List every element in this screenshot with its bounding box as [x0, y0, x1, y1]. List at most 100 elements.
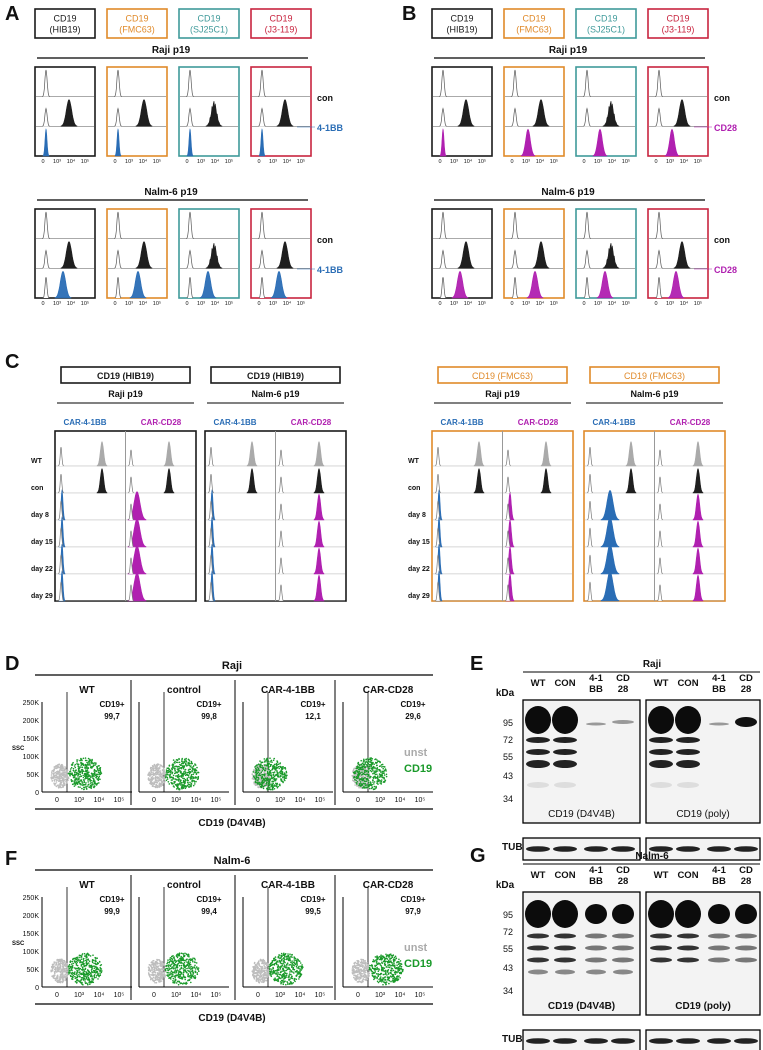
group-title: Nalm-6 p19: [144, 187, 198, 198]
unstained-event: [159, 968, 161, 970]
cd19-event: [78, 980, 81, 983]
cd19-event: [176, 788, 178, 790]
car-peak: [42, 128, 50, 157]
y-axis-label: SSC: [12, 746, 25, 752]
cd19-event: [298, 965, 300, 968]
cd19-event: [186, 967, 188, 970]
unstained-event: [258, 786, 261, 788]
unstained-event: [263, 964, 265, 967]
unstained-event: [56, 772, 58, 775]
cd19-event: [83, 952, 86, 955]
cd19-event: [174, 762, 176, 764]
cd19-event: [267, 768, 270, 770]
c-iso-peak: [435, 474, 441, 494]
c-iso-peak: [278, 476, 284, 494]
cd19-event: [367, 780, 370, 782]
unstained-event: [55, 971, 58, 973]
cd19-event: [260, 771, 263, 774]
cd19-event: [296, 964, 298, 966]
cd19-event: [262, 787, 265, 790]
cd19-event: [283, 953, 285, 956]
cd19-event: [71, 973, 73, 975]
cd19-event: [182, 767, 185, 770]
cd19-event: [99, 778, 101, 781]
cd19-event: [74, 975, 76, 978]
cd19-event: [81, 953, 84, 955]
cd19-event: [71, 971, 74, 974]
cd19-event: [88, 960, 91, 962]
c-iso-peak: [58, 501, 64, 521]
cd19-event: [271, 788, 273, 791]
cd19-event: [261, 767, 264, 769]
cd19-event: [178, 952, 181, 954]
unstained-event: [67, 776, 69, 779]
cd19-event: [168, 977, 170, 979]
cd19-event: [171, 772, 173, 775]
cd19-event: [370, 759, 373, 762]
unstained-event: [267, 963, 270, 966]
c-row-label: con: [31, 485, 43, 492]
cd19-event: [256, 766, 259, 769]
c-header: CD19 (FMC63): [624, 371, 685, 381]
cd19-event: [169, 769, 172, 772]
cd19-event: [75, 956, 78, 959]
c-header-box: [589, 366, 720, 384]
hist-tick: 10⁴: [139, 158, 148, 165]
cd19-event: [283, 980, 286, 983]
hist-tick: 10³: [666, 159, 674, 165]
unstained-event: [62, 774, 65, 776]
cd19-event: [271, 960, 274, 962]
c-car-peak: [600, 570, 620, 602]
cd19-event: [364, 774, 367, 776]
cd19-event: [175, 771, 178, 773]
unstained-event: [57, 784, 59, 786]
cd19-event: [294, 977, 296, 980]
cd19-event: [258, 774, 261, 776]
cd19-event: [260, 777, 263, 780]
cd19-event: [95, 963, 97, 966]
cd19-event: [376, 782, 378, 784]
unstained-event: [164, 771, 167, 774]
cd19-event: [360, 778, 362, 781]
cd19-event: [372, 781, 374, 783]
positive-peak-con: [135, 99, 153, 127]
c-row-label: day 29: [408, 593, 430, 600]
cd19-event: [274, 778, 277, 780]
unstained-event: [63, 782, 65, 784]
cd19-event: [71, 963, 73, 965]
cd19-event: [78, 771, 81, 774]
hist-tick: 10³: [53, 301, 61, 307]
cd19-event: [191, 959, 194, 961]
hist-tick: 10³: [594, 159, 602, 165]
unstained-event: [158, 974, 160, 977]
cd19-event: [96, 783, 98, 786]
cd19-event: [360, 759, 363, 762]
c-car-peak: [313, 574, 325, 602]
cd19-event: [366, 761, 368, 764]
unstained-peak: [186, 249, 194, 269]
cd19-event: [175, 955, 178, 957]
cd19-event: [276, 774, 278, 776]
hist-tick: 10³: [450, 301, 458, 307]
unstained-event: [52, 775, 55, 777]
unstained-event: [55, 963, 58, 965]
cd19-event: [380, 775, 382, 778]
cd19-event: [86, 959, 88, 961]
hist-tick: 10³: [197, 301, 205, 307]
unstained-event: [163, 781, 166, 784]
cd19-event: [181, 783, 183, 786]
cd19-event: [297, 960, 300, 962]
cd19-event: [189, 958, 192, 960]
cd19-event: [99, 974, 102, 977]
unstained-event: [58, 970, 60, 973]
cd19-event: [290, 964, 293, 966]
cd19-event: [194, 783, 196, 785]
cd19-event: [280, 966, 283, 968]
cd19-event: [294, 959, 296, 961]
scatter-column-title: WT: [79, 880, 95, 891]
unstained-event: [148, 974, 151, 977]
unstained-event: [358, 978, 361, 980]
unstained-event: [66, 968, 68, 970]
unstained-event: [156, 976, 159, 978]
cd19-event: [184, 772, 186, 774]
